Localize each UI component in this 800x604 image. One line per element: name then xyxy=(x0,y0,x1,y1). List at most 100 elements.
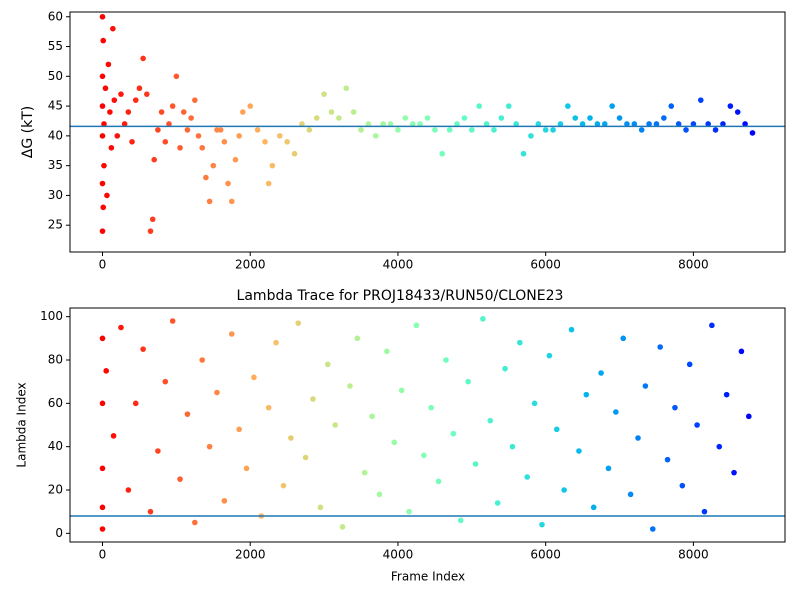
point xyxy=(690,121,697,127)
point xyxy=(572,115,579,121)
point xyxy=(731,469,737,476)
point xyxy=(649,526,656,532)
point xyxy=(214,389,220,396)
point xyxy=(679,482,686,489)
point xyxy=(723,391,730,398)
point xyxy=(99,180,106,187)
x-tick-label: 2000 xyxy=(235,548,266,562)
y-tick-label: 60 xyxy=(48,9,63,23)
point xyxy=(513,121,519,127)
y-tick-label: 25 xyxy=(48,218,63,232)
point xyxy=(384,348,390,355)
point xyxy=(129,139,135,145)
point xyxy=(339,524,346,530)
point xyxy=(324,361,331,368)
point xyxy=(443,357,449,363)
point xyxy=(155,448,161,454)
point xyxy=(288,435,294,441)
point xyxy=(476,103,483,109)
point xyxy=(343,85,350,92)
x-tick-label: 4000 xyxy=(383,258,414,272)
y-tick-label: 60 xyxy=(48,396,63,410)
y-axis-label: Lambda Index xyxy=(15,382,29,467)
point xyxy=(624,121,630,127)
point xyxy=(517,339,523,346)
point xyxy=(635,435,641,441)
point xyxy=(657,344,663,350)
x-tick-label: 8000 xyxy=(678,548,709,562)
point xyxy=(709,322,715,329)
point xyxy=(166,121,172,127)
x-tick-label: 6000 xyxy=(530,258,561,272)
point xyxy=(321,91,327,97)
point xyxy=(284,139,290,145)
point xyxy=(561,487,567,493)
point xyxy=(221,139,228,145)
point xyxy=(413,322,420,329)
point xyxy=(539,521,545,528)
y-tick-label: 80 xyxy=(48,353,63,367)
point xyxy=(642,383,649,389)
point xyxy=(491,127,497,133)
point xyxy=(590,504,597,511)
point xyxy=(169,318,176,324)
point xyxy=(601,121,608,127)
point xyxy=(502,365,508,372)
point xyxy=(99,103,106,109)
x-tick-label: 0 xyxy=(99,548,107,562)
point xyxy=(199,357,206,363)
point xyxy=(686,361,693,368)
point xyxy=(598,370,604,376)
y-tick-label: 100 xyxy=(40,309,63,323)
point xyxy=(273,339,279,346)
point xyxy=(738,348,745,355)
point xyxy=(217,127,224,133)
point xyxy=(162,139,169,145)
point xyxy=(236,133,242,139)
point xyxy=(398,387,405,394)
point xyxy=(118,91,124,97)
point xyxy=(616,115,623,121)
axes-frame xyxy=(69,11,786,253)
point xyxy=(101,162,107,169)
point xyxy=(631,121,638,127)
point xyxy=(240,109,246,115)
point xyxy=(454,121,460,127)
point xyxy=(472,461,479,467)
point xyxy=(583,391,590,398)
point xyxy=(151,156,158,163)
point xyxy=(347,383,353,389)
point xyxy=(118,324,124,331)
point xyxy=(110,25,116,32)
point xyxy=(228,198,235,205)
point xyxy=(280,482,287,489)
point xyxy=(376,491,383,498)
y-axis-label: ΔG (kT) xyxy=(20,106,36,158)
point xyxy=(247,103,254,109)
y-tick-label: 35 xyxy=(48,158,63,172)
point xyxy=(228,331,235,337)
point xyxy=(317,504,324,511)
y-tick-label: 40 xyxy=(48,128,63,142)
point xyxy=(742,121,748,127)
point xyxy=(99,335,106,342)
point xyxy=(99,73,106,80)
y-tick-label: 30 xyxy=(48,188,63,202)
point xyxy=(712,127,719,133)
point xyxy=(461,115,468,121)
chart-title: Lambda Trace for PROJ18433/RUN50/CLONE23 xyxy=(237,288,564,304)
point xyxy=(672,404,678,411)
point xyxy=(188,115,194,121)
point xyxy=(705,121,711,127)
point xyxy=(646,121,652,127)
point xyxy=(251,374,257,381)
point xyxy=(620,335,627,342)
point xyxy=(108,144,115,151)
point xyxy=(100,204,107,211)
point xyxy=(613,409,619,415)
point xyxy=(446,127,453,133)
point xyxy=(310,396,316,402)
point xyxy=(542,127,549,133)
point xyxy=(313,115,320,121)
point xyxy=(746,413,752,420)
